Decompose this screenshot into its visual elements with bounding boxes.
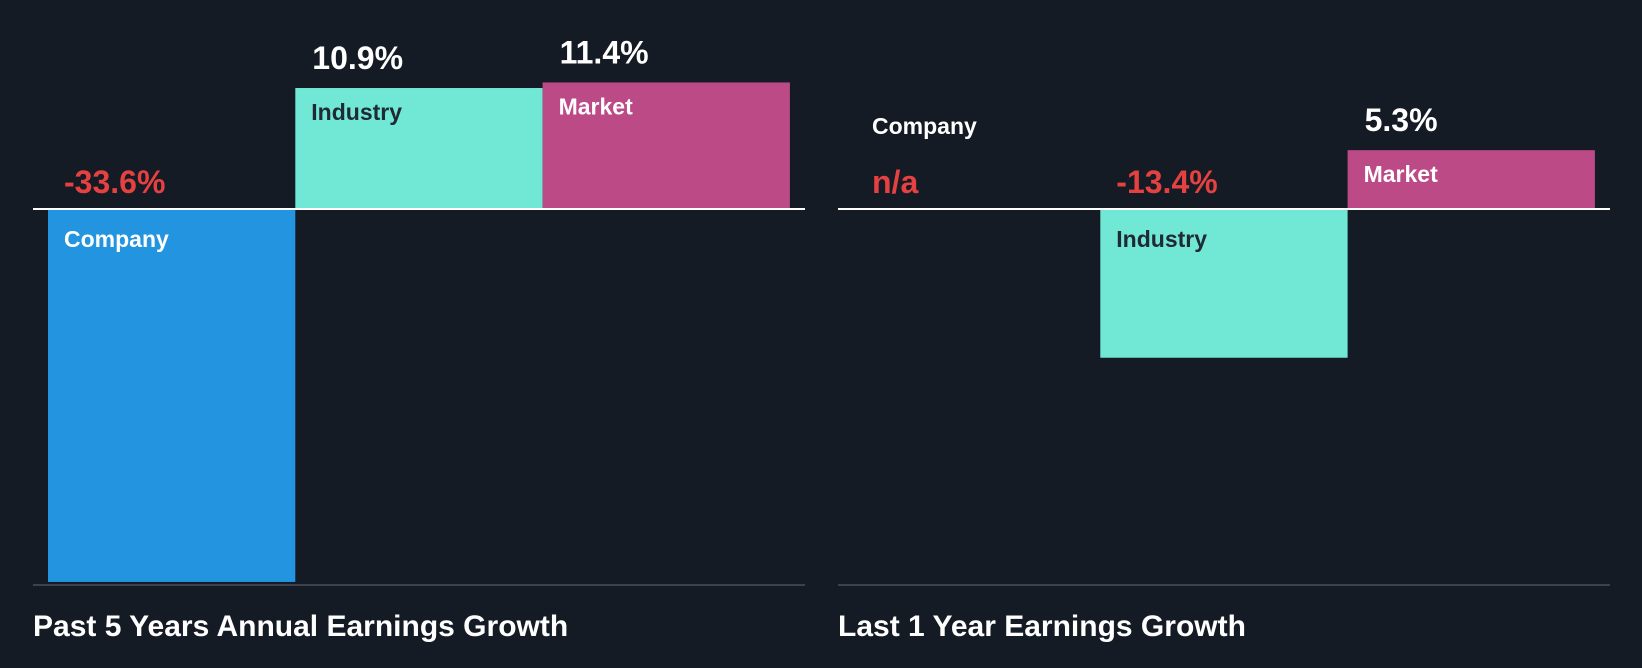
category-label-industry: Industry	[1116, 226, 1207, 252]
category-label-company: Company	[872, 113, 977, 139]
bar-industry	[1100, 209, 1348, 358]
category-label-market: Market	[1364, 161, 1438, 187]
bar-industry	[295, 88, 543, 209]
chart-title: Last 1 Year Earnings Growth	[838, 610, 1246, 643]
value-label-industry: -13.4%	[1116, 164, 1217, 200]
category-label-company: Company	[64, 226, 169, 252]
bar-market	[542, 82, 790, 209]
category-label-industry: Industry	[311, 99, 402, 125]
chart-title: Past 5 Years Annual Earnings Growth	[33, 610, 568, 643]
chart-panel-1: Company -33.6% Industry 10.9% Market 11.4% Pas…	[33, 34, 805, 643]
value-label-company: n/a	[872, 164, 918, 200]
category-label-market: Market	[559, 93, 633, 119]
bar-market	[1347, 150, 1595, 209]
value-label-market: 11.4%	[560, 34, 649, 70]
value-label-company: -33.6%	[64, 164, 165, 200]
value-label-market: 5.3%	[1365, 102, 1438, 138]
chart-panel-2: Company n/a Industry -13.4% Market 5.3% Last 1…	[838, 102, 1610, 643]
value-label-industry: 10.9%	[312, 40, 403, 76]
bar-company	[48, 209, 296, 582]
